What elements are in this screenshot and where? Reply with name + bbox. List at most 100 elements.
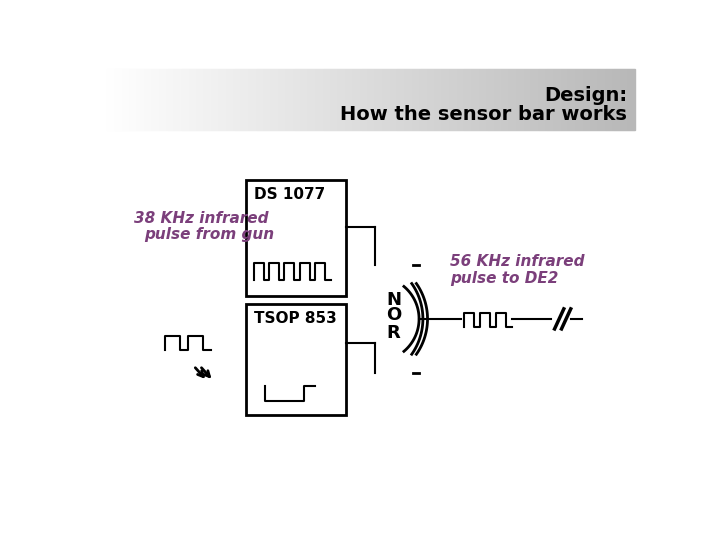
Bar	[609, 69, 610, 130]
Bar	[123, 69, 124, 130]
Bar	[506, 69, 507, 130]
Bar	[423, 69, 425, 130]
Bar	[351, 69, 352, 130]
Bar	[521, 69, 522, 130]
Bar	[302, 69, 303, 130]
Bar	[171, 69, 172, 130]
Bar	[349, 69, 350, 130]
Bar	[198, 69, 199, 130]
Bar	[429, 69, 430, 130]
Bar	[628, 69, 629, 130]
Bar	[225, 69, 226, 130]
Bar	[504, 69, 505, 130]
Bar	[624, 69, 625, 130]
Bar	[563, 69, 564, 130]
Bar	[153, 69, 154, 130]
Bar	[141, 69, 142, 130]
Bar	[235, 69, 237, 130]
Bar	[164, 69, 165, 130]
Bar	[226, 69, 227, 130]
Bar	[224, 69, 225, 130]
Bar	[582, 69, 583, 130]
Bar	[314, 69, 315, 130]
Bar	[398, 69, 399, 130]
Bar	[592, 69, 593, 130]
Bar	[433, 69, 434, 130]
Bar	[575, 69, 576, 130]
Bar	[389, 69, 390, 130]
Bar	[425, 69, 426, 130]
Bar	[546, 69, 547, 130]
Bar	[452, 69, 453, 130]
Bar	[212, 69, 213, 130]
Bar	[402, 69, 403, 130]
Bar	[466, 69, 467, 130]
Bar	[116, 69, 117, 130]
Bar	[388, 69, 389, 130]
Bar	[317, 69, 318, 130]
Bar	[323, 69, 324, 130]
Bar	[187, 69, 188, 130]
Bar	[633, 69, 634, 130]
Bar	[359, 69, 360, 130]
Bar	[330, 69, 331, 130]
Bar	[217, 69, 218, 130]
Bar	[353, 69, 354, 130]
Bar	[435, 69, 436, 130]
Bar	[202, 69, 203, 130]
Bar	[364, 69, 365, 130]
Bar	[410, 69, 411, 130]
Bar	[322, 69, 323, 130]
Bar	[177, 69, 178, 130]
Bar	[373, 69, 374, 130]
Bar	[154, 69, 155, 130]
Bar	[601, 69, 603, 130]
Bar	[497, 69, 498, 130]
Bar	[256, 69, 257, 130]
Bar	[555, 69, 556, 130]
Bar	[618, 69, 619, 130]
Bar	[514, 69, 515, 130]
Bar	[413, 69, 414, 130]
Bar	[135, 69, 137, 130]
Bar	[228, 69, 229, 130]
Bar	[512, 69, 513, 130]
Bar	[619, 69, 620, 130]
Bar	[191, 69, 192, 130]
Bar	[616, 69, 617, 130]
Bar	[290, 69, 291, 130]
Bar	[343, 69, 344, 130]
Bar	[325, 69, 326, 130]
Bar	[231, 69, 232, 130]
Bar	[110, 69, 111, 130]
Bar	[630, 69, 631, 130]
Bar	[219, 69, 220, 130]
Bar	[180, 69, 181, 130]
Bar	[484, 69, 485, 130]
Bar	[142, 69, 143, 130]
Bar	[220, 69, 221, 130]
Bar	[126, 69, 127, 130]
Bar	[334, 69, 335, 130]
Bar	[139, 69, 140, 130]
Bar	[104, 69, 105, 130]
Bar	[166, 69, 167, 130]
Text: Design:: Design:	[544, 86, 627, 105]
Bar	[185, 69, 186, 130]
Bar	[453, 69, 454, 130]
Bar	[144, 69, 145, 130]
Bar	[547, 69, 548, 130]
Bar	[539, 69, 540, 130]
Bar	[234, 69, 235, 130]
Bar	[296, 69, 297, 130]
Bar	[240, 69, 241, 130]
Bar	[403, 69, 404, 130]
Bar	[469, 69, 470, 130]
Bar	[321, 69, 322, 130]
Bar	[509, 69, 510, 130]
Bar	[442, 69, 443, 130]
Bar	[448, 69, 449, 130]
Bar	[120, 69, 121, 130]
Bar	[488, 69, 489, 130]
Bar	[478, 69, 479, 130]
